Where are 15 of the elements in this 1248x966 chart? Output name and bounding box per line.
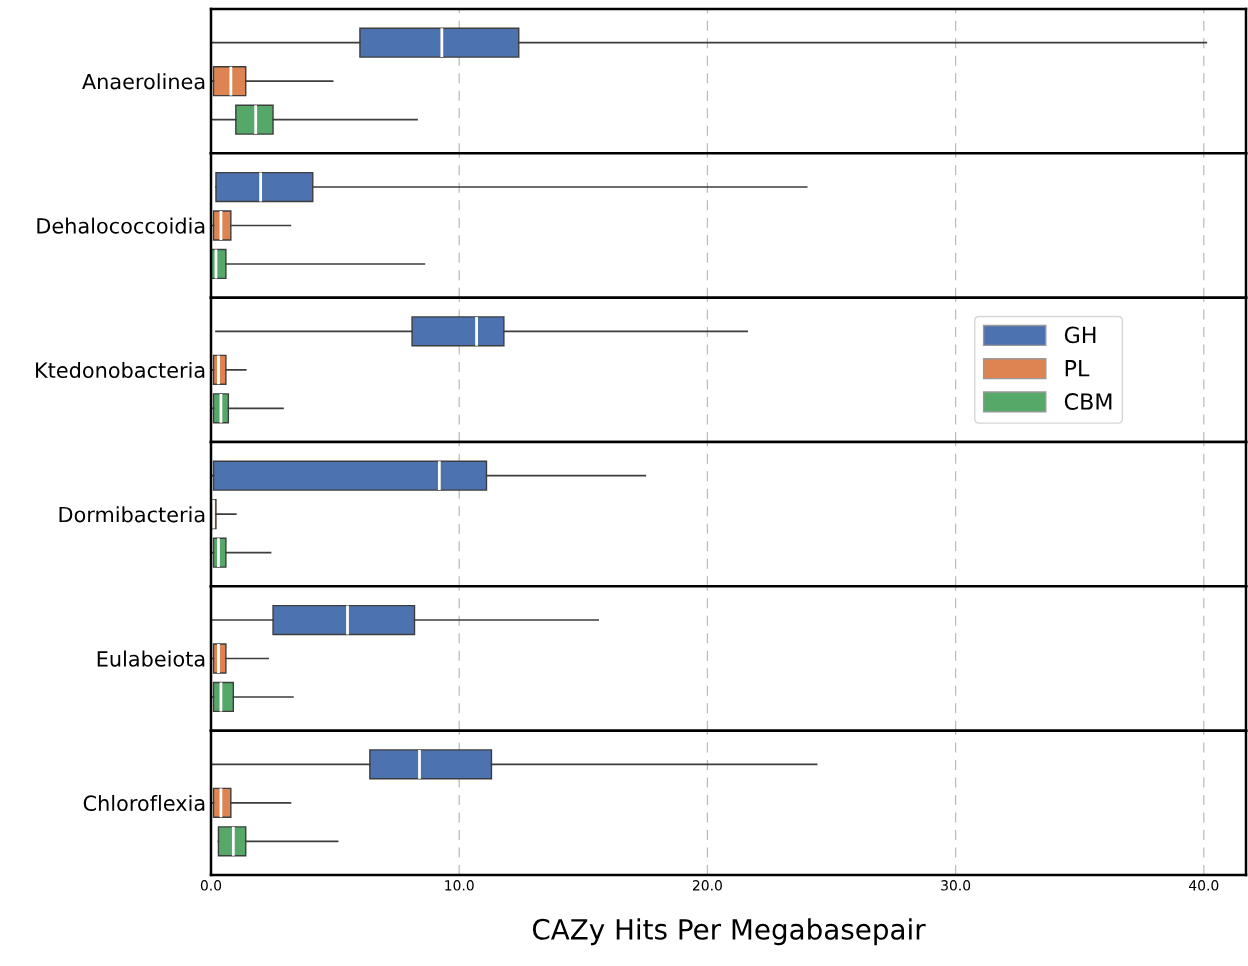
x-tick-label: 20.0: [692, 880, 722, 891]
x-tick-label: 10.0: [445, 880, 474, 891]
x-tick-label: 0.0: [200, 880, 222, 891]
y-tick-label: Chloroflexia: [83, 794, 205, 812]
legend-label: PL: [1065, 360, 1090, 377]
y-tick-label: Eulabeiota: [97, 650, 205, 667]
y-tick-label: Anaerolinea: [82, 73, 205, 90]
x-tick-label: 40.0: [1189, 880, 1219, 891]
y-tick-label: Ktedonobacteria: [36, 361, 205, 379]
legend-label: GH: [1064, 326, 1096, 344]
y-tick-label: Dehalococcoidia: [37, 217, 205, 234]
y-tick-label: Dormibacteria: [59, 506, 205, 523]
x-axis-title: CAZy Hits Per Megabasepair: [532, 918, 926, 946]
legend-label: CBM: [1064, 393, 1112, 410]
x-tick-label: 30.0: [941, 880, 971, 891]
